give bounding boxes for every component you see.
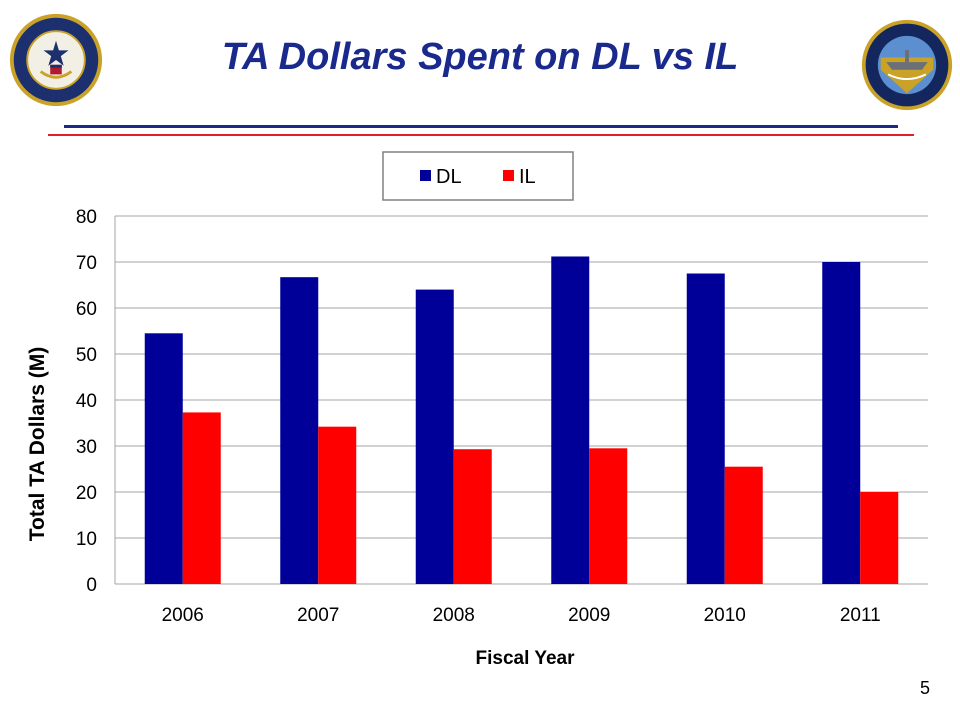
x-tick-label: 2011: [840, 605, 881, 626]
x-tick-label: 2006: [162, 605, 204, 626]
bar-dl-2008: [415, 289, 454, 584]
legend-box: [382, 151, 574, 201]
x-axis-title: Fiscal Year: [476, 648, 576, 669]
title-divider-red: [48, 134, 914, 136]
slide-title: TA Dollars Spent on DL vs IL: [221, 36, 739, 78]
bar-dl-2009: [551, 256, 590, 584]
bar-il-2009: [589, 448, 628, 584]
bar-dl-2011: [822, 262, 861, 584]
bar-dl-2010: [686, 273, 725, 584]
x-tick-label: 2010: [704, 605, 746, 626]
y-tick-label: 80: [76, 207, 97, 228]
x-tick-label: 2008: [433, 605, 475, 626]
bar-il-2007: [318, 426, 357, 584]
y-tick-label: 20: [76, 483, 97, 504]
y-tick-label: 40: [76, 391, 97, 412]
y-tick-label: 30: [76, 437, 97, 458]
legend-swatch-il: [503, 170, 514, 181]
bar-il-2006: [182, 412, 221, 584]
y-tick-label: 60: [76, 299, 97, 320]
bar-il-2011: [860, 492, 899, 584]
legend-label-dl: DL: [436, 166, 462, 188]
bar-il-2010: [724, 466, 763, 584]
legend-swatch-dl: [420, 170, 431, 181]
x-tick-label: 2009: [568, 605, 610, 626]
bar-il-2008: [453, 449, 492, 584]
page-number: 5: [919, 678, 930, 698]
y-tick-label: 50: [76, 345, 97, 366]
y-tick-label: 0: [86, 575, 97, 596]
bar-dl-2006: [144, 333, 183, 584]
navy-seal-icon: [9, 13, 103, 107]
y-tick-label: 10: [76, 529, 97, 550]
netc-seal-icon: [861, 19, 953, 111]
bar-dl-2007: [280, 277, 319, 584]
y-tick-label: 70: [76, 253, 97, 274]
x-tick-label: 2007: [297, 605, 339, 626]
y-axis-title: Total TA Dollars (M): [26, 347, 49, 541]
title-divider-blue: [64, 125, 898, 128]
legend-label-il: IL: [519, 166, 536, 188]
